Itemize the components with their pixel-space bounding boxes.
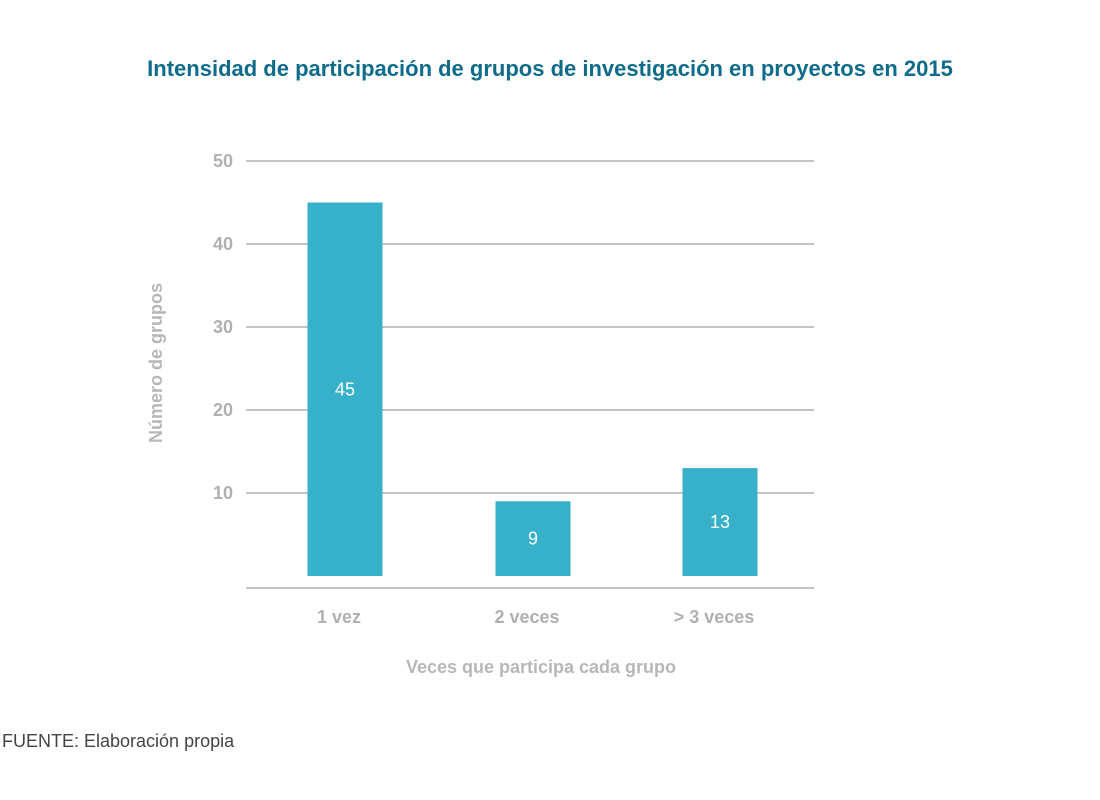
x-axis-label: Veces que participa cada grupo xyxy=(406,657,676,677)
x-tick-label-2: 2 veces xyxy=(494,607,559,627)
bars xyxy=(307,202,758,576)
y-tick-label-50: 50 xyxy=(213,151,233,171)
y-axis-label: Número de grupos xyxy=(146,283,166,443)
data-label-1: 45 xyxy=(335,379,355,399)
bar-3 xyxy=(682,468,758,576)
y-tick-label-10: 10 xyxy=(213,483,233,503)
y-tick-label-30: 30 xyxy=(213,317,233,337)
x-tick-label-1: 1 vez xyxy=(317,607,361,627)
chart-title: Intensidad de participación de grupos de… xyxy=(147,56,953,81)
data-label-2: 9 xyxy=(528,529,538,549)
y-tick-label-40: 40 xyxy=(213,234,233,254)
source-note: FUENTE: Elaboración propia xyxy=(2,731,235,751)
x-tick-label-3: > 3 veces xyxy=(674,607,755,627)
bar-2 xyxy=(495,501,571,576)
data-labels: 45 9 13 xyxy=(335,379,730,548)
y-tick-labels: 10 20 30 40 50 xyxy=(213,151,233,503)
data-label-3: 13 xyxy=(710,512,730,532)
x-tick-labels: 1 vez 2 veces > 3 veces xyxy=(317,607,754,627)
y-tick-label-20: 20 xyxy=(213,400,233,420)
bar-1 xyxy=(307,202,383,576)
